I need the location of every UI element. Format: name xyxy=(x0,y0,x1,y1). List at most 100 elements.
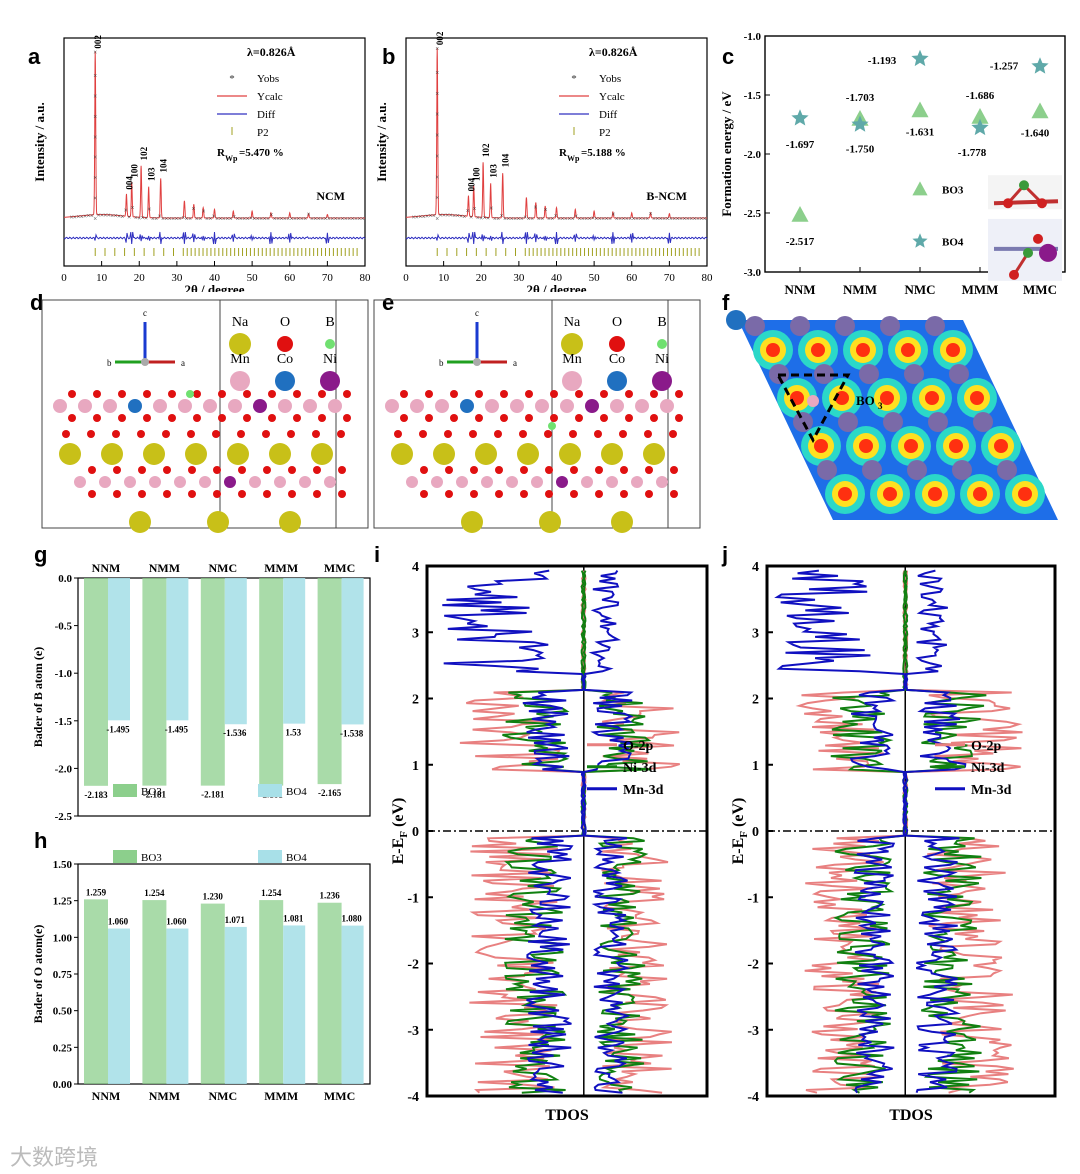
yobs-marker: × xyxy=(527,215,531,223)
tm-atom xyxy=(199,476,211,488)
o-atom xyxy=(645,490,653,498)
bar-label-bo3: -2.183 xyxy=(84,790,108,800)
panel-label-f: f xyxy=(722,290,730,315)
inset-ni-atom xyxy=(1039,243,1057,262)
yobs-marker: × xyxy=(655,215,659,223)
y-tick-label: -2.5 xyxy=(744,208,762,220)
yobs-marker: × xyxy=(340,215,344,223)
y-axis-label: Intensity / a.u. xyxy=(374,102,389,181)
yobs-marker: × xyxy=(486,215,490,223)
yobs-marker: × xyxy=(483,214,487,222)
bo4-point xyxy=(791,109,809,126)
yobs-marker: × xyxy=(632,215,636,223)
o-atom xyxy=(143,390,151,398)
yobs-marker: × xyxy=(195,215,199,223)
y-tick-label: -1.0 xyxy=(55,668,73,680)
y-tick-label: 0.50 xyxy=(53,1006,73,1018)
o-atom xyxy=(544,430,552,438)
bar-label-bo3: 1.254 xyxy=(261,888,282,898)
legend-label-bo3: BO3 xyxy=(141,786,162,798)
o-atom xyxy=(137,430,145,438)
legend-atom-b xyxy=(325,339,335,349)
tm-atom xyxy=(481,476,493,488)
tm-atom xyxy=(997,460,1017,480)
o-atom xyxy=(445,490,453,498)
na-atom xyxy=(517,443,539,465)
legend-label-b: B xyxy=(325,315,334,330)
legend-atom-co xyxy=(607,371,627,391)
o-atom xyxy=(519,430,527,438)
x-tick-label: NMM xyxy=(149,561,180,575)
na-atom xyxy=(601,443,623,465)
o-atom xyxy=(193,414,201,422)
ycalc-line xyxy=(406,47,707,219)
x-tick-label: NMC xyxy=(904,282,935,297)
legend-label-b: B xyxy=(657,315,666,330)
density-blob xyxy=(928,487,942,501)
o-atom xyxy=(425,414,433,422)
yobs-marker: × xyxy=(652,215,656,223)
yobs-marker: × xyxy=(242,215,246,223)
o-atom xyxy=(313,490,321,498)
axis-label-b: b xyxy=(107,358,112,368)
yobs-marker: × xyxy=(330,215,334,223)
o-atom xyxy=(650,390,658,398)
yobs-marker: × xyxy=(293,215,297,223)
yobs-marker: × xyxy=(574,212,578,220)
yobs-marker: × xyxy=(232,213,236,221)
y-tick-label: -2.0 xyxy=(744,149,762,161)
legend-atom-na xyxy=(561,333,583,355)
legend-label-na: Na xyxy=(564,315,581,330)
o-atom xyxy=(470,466,478,474)
o-atom xyxy=(162,430,170,438)
charge-density-map: BO 3 xyxy=(726,310,1058,520)
o-atom xyxy=(288,490,296,498)
bar-label-bo3: 1.259 xyxy=(86,887,107,897)
x-tick-label: 80 xyxy=(702,272,714,284)
density-blob xyxy=(901,343,915,357)
yobs-marker: × xyxy=(676,215,680,223)
yobs-marker: × xyxy=(520,215,524,223)
legend-marker-yobs: * xyxy=(571,73,577,85)
x-tick-label: 80 xyxy=(360,272,372,284)
yobs-marker: × xyxy=(642,215,646,223)
bo4-point xyxy=(851,115,869,132)
yobs-marker: × xyxy=(669,215,673,223)
yobs-marker: × xyxy=(469,214,473,222)
na-atom xyxy=(433,443,455,465)
yobs-marker: × xyxy=(175,215,179,223)
o-atom xyxy=(262,430,270,438)
peak-label: 103 xyxy=(489,164,499,178)
legend-label: Ni-3d xyxy=(971,761,1005,776)
y-tick-label: -3 xyxy=(407,1024,419,1039)
yobs-marker: × xyxy=(500,212,504,220)
yobs-marker: × xyxy=(605,215,609,223)
x-tick-label: MMM xyxy=(962,282,999,297)
yobs-marker: × xyxy=(290,215,294,223)
yobs-marker: × xyxy=(540,215,544,223)
axis-label-a: a xyxy=(513,358,517,368)
tm-atom xyxy=(560,399,574,413)
o-atom xyxy=(187,430,195,438)
na-atom xyxy=(539,511,561,533)
o-atom xyxy=(625,390,633,398)
na-atom xyxy=(185,443,207,465)
yobs-marker: × xyxy=(466,207,470,215)
bar-label-bo4: 1.080 xyxy=(341,914,362,924)
o-atom xyxy=(669,430,677,438)
tm-atom xyxy=(793,412,813,432)
bar-label-bo4: -1.536 xyxy=(223,728,247,738)
y-tick-label: 4 xyxy=(752,560,759,575)
y-tick-label: -3.0 xyxy=(744,267,762,279)
bo3-point xyxy=(911,101,929,118)
tm-atom xyxy=(228,399,242,413)
yobs-marker: × xyxy=(83,212,87,220)
panel-label-b: b xyxy=(382,44,396,69)
bar-label-bo4: -1.538 xyxy=(340,728,364,738)
na-atom xyxy=(143,443,165,465)
o-atom xyxy=(263,466,271,474)
yobs-marker: × xyxy=(307,211,311,219)
dos-curve-mn3d xyxy=(774,569,907,1094)
b-atom xyxy=(186,390,194,398)
peak-label: 102 xyxy=(481,143,491,157)
